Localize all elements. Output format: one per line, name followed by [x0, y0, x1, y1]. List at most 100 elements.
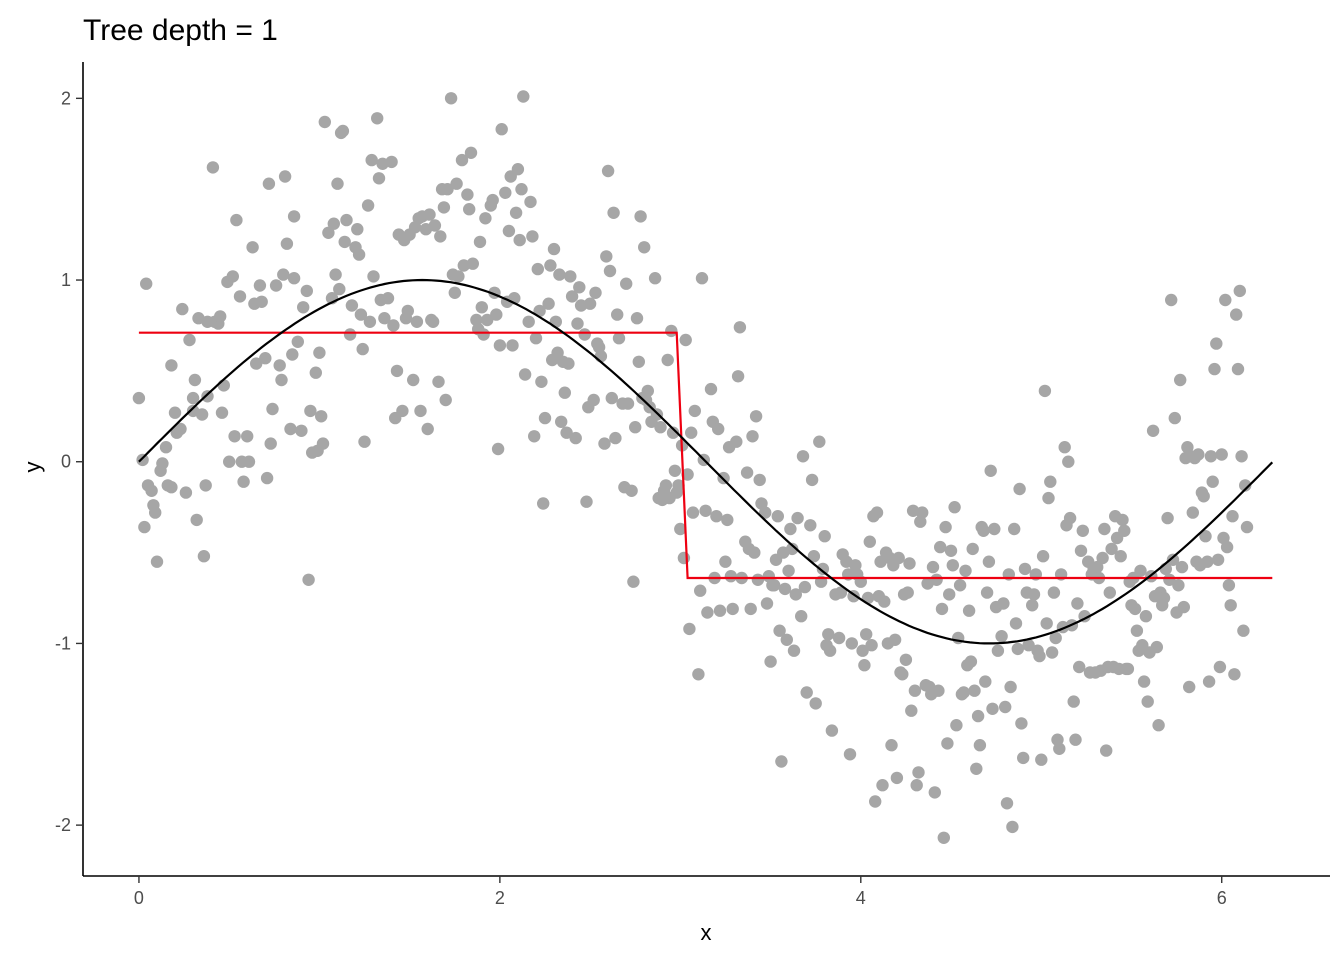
data-point [1130, 624, 1144, 637]
data-point [1239, 479, 1252, 492]
data-point [1237, 624, 1250, 637]
data-point [620, 277, 633, 290]
data-point [1224, 599, 1237, 612]
data-point [888, 633, 902, 646]
data-point [609, 431, 622, 445]
data-point [287, 272, 301, 285]
data-point [943, 588, 956, 601]
data-point [876, 779, 889, 792]
data-point [511, 163, 525, 176]
data-point [1063, 511, 1077, 525]
data-point [414, 404, 427, 418]
data-point [280, 237, 294, 250]
data-point [1233, 284, 1247, 298]
data-point [694, 584, 707, 597]
fitted-lines [138, 278, 1274, 645]
data-point [822, 628, 835, 641]
data-point [304, 404, 317, 418]
data-point [381, 292, 395, 305]
data-point [1230, 308, 1243, 321]
data-point [1220, 540, 1234, 554]
data-point [255, 295, 268, 308]
data-point [748, 546, 761, 559]
data-point [1103, 586, 1117, 599]
data-point [1206, 475, 1219, 488]
data-point [358, 435, 371, 448]
data-point [621, 397, 635, 410]
data-point [713, 604, 727, 617]
data-point [345, 299, 359, 312]
data-point [719, 555, 732, 568]
data-point [930, 573, 943, 586]
data-point [1139, 610, 1153, 623]
y-tick-label: -2 [55, 815, 71, 835]
data-point [524, 195, 537, 209]
data-point [825, 724, 839, 737]
data-point [648, 272, 662, 285]
data-point [322, 226, 335, 239]
data-point [816, 562, 830, 576]
data-point [1042, 491, 1055, 505]
data-point [186, 391, 200, 405]
y-axis-ticks: -2 -1 0 1 2 [55, 88, 83, 835]
data-point [1157, 591, 1171, 605]
data-point [217, 379, 230, 392]
data-point [1036, 550, 1050, 563]
data-point [885, 739, 898, 752]
data-point [226, 270, 239, 283]
data-point [560, 426, 573, 439]
data-point [800, 686, 813, 699]
data-point [1047, 586, 1061, 599]
data-point [1017, 751, 1030, 765]
data-point [140, 277, 153, 290]
data-point [356, 342, 369, 356]
data-point [625, 484, 638, 497]
data-point [1040, 617, 1053, 630]
data-point [336, 124, 350, 138]
x-tick-label: 6 [1217, 888, 1227, 908]
data-point [132, 391, 146, 405]
data-point [188, 373, 202, 387]
data-point [773, 624, 786, 637]
data-point [966, 542, 979, 556]
y-axis-title: y [20, 462, 45, 473]
data-point [1074, 544, 1088, 557]
data-point [1168, 411, 1182, 425]
data-point [759, 506, 772, 519]
data-point [607, 206, 620, 219]
data-point [1226, 510, 1239, 523]
data-point [522, 315, 535, 328]
data-point [1166, 553, 1180, 566]
data-point [674, 522, 687, 536]
data-point [601, 164, 615, 178]
data-point [571, 317, 584, 330]
data-point [529, 332, 543, 345]
data-point [444, 92, 458, 105]
data-point [528, 430, 541, 443]
data-point [744, 602, 757, 616]
data-point [760, 597, 774, 610]
data-point [679, 333, 692, 347]
data-point [712, 422, 725, 436]
data-point [242, 455, 256, 468]
data-point [1121, 662, 1135, 676]
data-point [665, 324, 678, 338]
data-point [605, 391, 618, 405]
data-point [300, 284, 313, 298]
data-point [977, 524, 990, 537]
data-point [751, 573, 765, 586]
data-point [912, 766, 925, 779]
data-point [423, 208, 436, 221]
data-point [473, 235, 487, 249]
data-point [603, 264, 617, 278]
data-point [661, 353, 674, 367]
data-point [771, 510, 784, 523]
data-point [1013, 482, 1026, 496]
data-point [291, 335, 304, 348]
data-point [228, 430, 241, 443]
data-point [481, 313, 494, 327]
tree-prediction-line [138, 331, 1273, 580]
data-point [223, 455, 236, 468]
data-point [865, 639, 878, 652]
data-point [499, 186, 512, 199]
